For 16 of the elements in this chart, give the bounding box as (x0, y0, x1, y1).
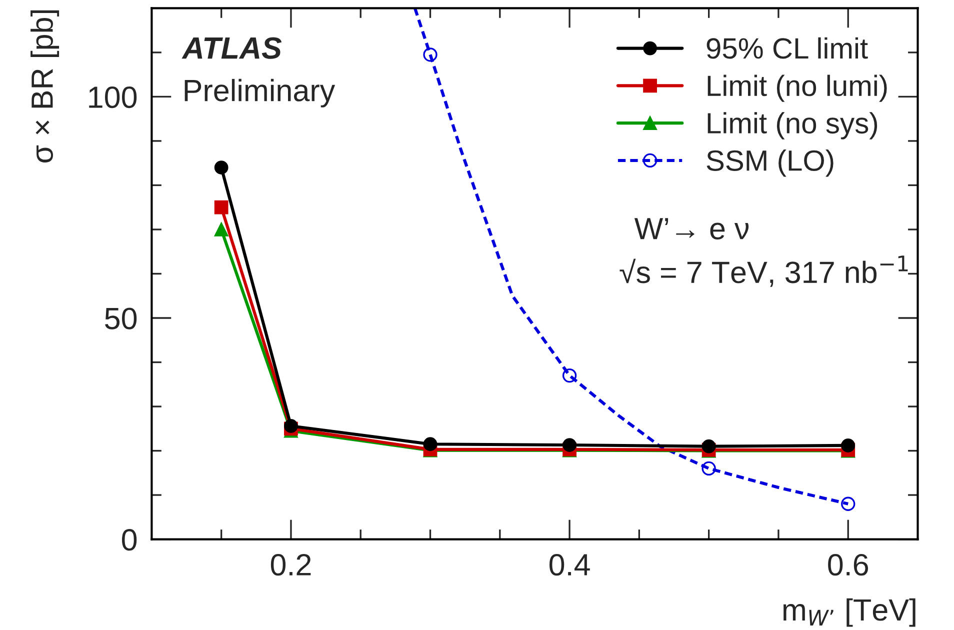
legend-label: Limit (no lumi) (708, 74, 887, 102)
y-tick-label: 50 (105, 308, 137, 330)
annotation: ATLAS (182, 37, 282, 59)
annotation: √s = 7 TeV, 317 nb$^{−1}$ (620, 256, 908, 287)
x-axis-title: m$_{W’}$ [TeV] (784, 598, 916, 627)
x-tick-label: 0.4 (549, 554, 590, 576)
x-tick-label: 0.6 (828, 554, 868, 576)
y-tick-label: 0 (122, 529, 137, 551)
legend-label: 95% CL limit (706, 37, 868, 59)
legend-label: SSM (LO) (706, 150, 834, 177)
annotation: W’→ e ν (634, 218, 749, 240)
y-axis-title: σ × BR [pb] (30, 10, 60, 162)
x-tick-label: 0.2 (270, 554, 311, 576)
annotation: Preliminary (184, 78, 336, 108)
y-tick-label: 100 (89, 86, 137, 108)
legend-label: Limit (no sys) (708, 112, 878, 140)
